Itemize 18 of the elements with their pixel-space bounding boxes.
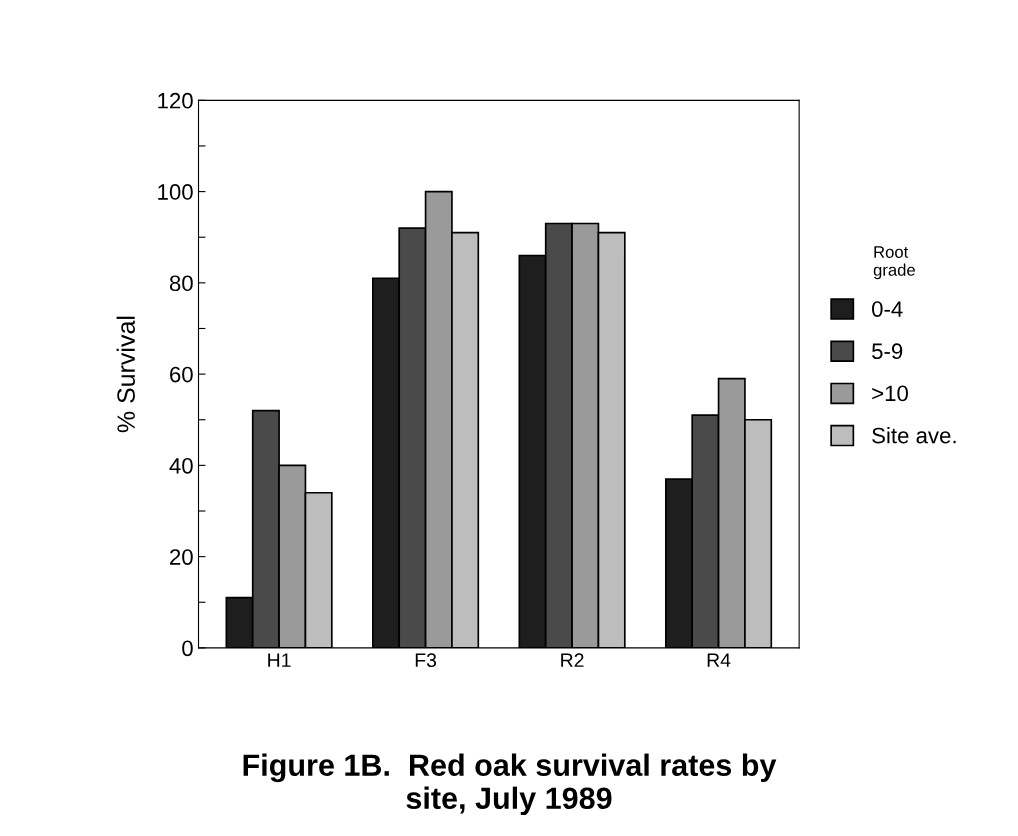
y-tick-label: 60 xyxy=(170,366,193,383)
y-tick-label: 100 xyxy=(158,184,193,200)
x-tick-label: R2 xyxy=(561,653,584,667)
x-tick-label: F3 xyxy=(415,653,437,668)
legend-label: 0-4 xyxy=(872,301,903,317)
y-tick-label: 40 xyxy=(169,457,193,474)
legend-title: Root grade xyxy=(873,246,915,280)
x-tick-label: R4 xyxy=(707,653,731,667)
y-tick-label: 120 xyxy=(158,92,193,109)
y-tick-label: 0 xyxy=(182,640,193,657)
y-tick-label: 20 xyxy=(170,549,193,565)
y-axis-title: % Survival xyxy=(116,316,135,433)
legend-label: >10 xyxy=(872,385,908,402)
legend-label: 5-9 xyxy=(872,343,903,360)
text: Figure 1B. Red oak survival rates by site, July 1989 xyxy=(243,753,777,816)
legend-label: Site ave. xyxy=(872,427,956,444)
y-tick-label: 80 xyxy=(169,275,193,292)
x-tick-label: H1 xyxy=(268,653,291,667)
